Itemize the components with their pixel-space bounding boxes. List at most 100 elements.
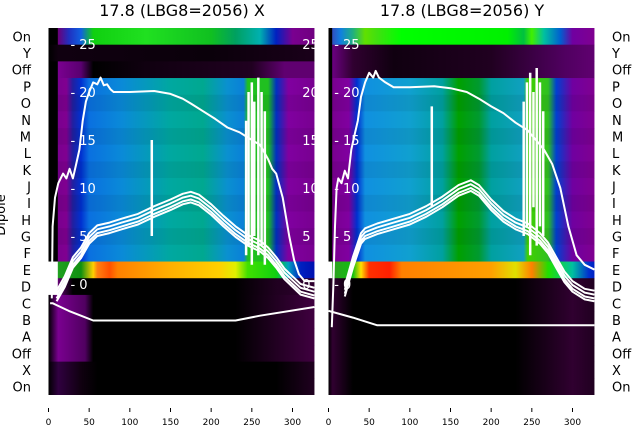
overlay-y-tick-right: 25	[302, 38, 319, 53]
line-bump	[343, 187, 595, 300]
row-label-right: Y	[611, 47, 620, 62]
panel-title-y: 17.8 (LBG8=2056) Y	[380, 1, 545, 20]
overlay-y-tick-right: 10	[302, 182, 319, 197]
row-label-left: On	[13, 381, 31, 396]
heatmap-row-a	[48, 328, 315, 346]
heatmap-row-n	[328, 111, 595, 129]
row-label-right: N	[612, 114, 622, 129]
heatmap-row-l	[328, 144, 595, 162]
heatmap-row-x	[328, 361, 595, 379]
x-tick-label: 0	[46, 418, 52, 428]
row-label-right: On	[612, 30, 630, 45]
heatmap-row-off	[328, 61, 595, 79]
x-tick-label: 50	[83, 418, 95, 428]
overlay-y-tick: - 10	[70, 182, 95, 197]
overlay-y-tick: - 5	[334, 230, 351, 245]
heatmap-row-x	[48, 361, 315, 379]
x-tick-label: 100	[401, 418, 418, 428]
row-label-left: M	[20, 130, 31, 145]
heatmap-row-h	[48, 211, 315, 229]
heatmap-row-on	[328, 28, 595, 46]
row-label-left: D	[21, 281, 31, 296]
overlay-y-tick: - 10	[334, 182, 359, 197]
heatmap-row-shade	[328, 128, 595, 145]
row-label-right: On	[612, 381, 630, 396]
row-label-right: H	[612, 214, 622, 229]
overlay-y-tick-right: 5	[302, 230, 310, 245]
heatmap-row-f	[48, 244, 315, 263]
heatmap-row-c	[48, 294, 315, 313]
y-axis-label: Dipole	[0, 194, 9, 235]
row-label-right: K	[612, 164, 621, 179]
heatmap-row-a	[328, 328, 595, 346]
row-label-left: I	[27, 197, 31, 212]
line-lower	[328, 309, 595, 327]
line-envelope	[330, 69, 595, 328]
row-label-left: L	[24, 147, 32, 162]
row-label-left: Off	[12, 64, 32, 79]
line-bump	[343, 183, 595, 296]
heatmap-row-d	[328, 278, 595, 296]
line-bump	[55, 198, 315, 299]
heatmap-row-on	[48, 378, 315, 395]
panel-title-x: 17.8 (LBG8=2056) X	[99, 1, 265, 20]
x-tick-label: 50	[363, 418, 375, 428]
row-label-right: C	[612, 297, 621, 312]
line-bump	[55, 194, 315, 296]
panel-0: - 0 0- 5 5- 10 10- 15 15- 20 20- 25 25	[48, 28, 319, 395]
row-label-right: G	[612, 231, 622, 246]
overlay-y-tick: - 20	[70, 86, 95, 101]
heatmap-row-shade	[328, 194, 595, 212]
row-label-left: O	[21, 97, 31, 112]
x-tick-label: 250	[523, 418, 540, 428]
overlay-y-tick: - 15	[334, 134, 359, 149]
row-label-right: A	[612, 331, 621, 346]
overlay-y-tick: - 0	[70, 278, 87, 293]
overlay-y-tick-right: 15	[302, 134, 319, 149]
overlay-y-tick: - 25	[334, 38, 359, 53]
line-bump	[343, 179, 595, 292]
heatmap-row-y	[48, 44, 315, 62]
row-label-right: I	[612, 197, 616, 212]
row-label-right: F	[612, 247, 619, 262]
heatmap-row-p	[328, 78, 595, 96]
row-label-left: P	[23, 80, 31, 95]
row-label-right: O	[612, 97, 622, 112]
heatmap-row-on	[48, 28, 315, 46]
line-bump	[55, 201, 315, 302]
heatmap-row-e	[48, 261, 315, 279]
x-tick-label: 150	[442, 418, 459, 428]
x-tick-label: 100	[121, 418, 138, 428]
line-bump	[55, 190, 315, 292]
overlay-y-tick: - 5	[70, 230, 87, 245]
row-label-right: X	[612, 364, 621, 379]
heatmap-row-shade	[48, 161, 315, 179]
overlay-y-tick: - 15	[70, 134, 95, 149]
heatmap-row-n	[48, 111, 315, 129]
heatmap-row-p	[48, 78, 315, 96]
row-label-left: Off	[12, 347, 32, 362]
heatmap-row-off	[48, 344, 315, 363]
heatmap-row-on	[328, 378, 595, 395]
x-tick-label: 200	[203, 418, 220, 428]
heatmap-row-d	[48, 278, 315, 296]
row-label-right: J	[611, 180, 616, 195]
x-tick-label: 250	[243, 418, 260, 428]
heatmap-row-e	[328, 261, 595, 279]
line-lower	[50, 302, 315, 322]
heatmap-row-y	[328, 44, 595, 62]
row-label-left: C	[22, 297, 31, 312]
row-label-right: E	[612, 264, 620, 279]
row-label-right: Off	[612, 64, 632, 79]
x-tick-label: 300	[284, 418, 301, 428]
row-label-left: F	[24, 247, 31, 262]
row-label-right: L	[612, 147, 620, 162]
x-tick-label: 200	[483, 418, 500, 428]
row-label-left: E	[23, 264, 31, 279]
heatmap-row-f	[328, 244, 595, 263]
row-label-left: J	[26, 180, 31, 195]
row-label-left: X	[22, 364, 31, 379]
row-label-right: B	[612, 314, 621, 329]
line-envelope	[50, 76, 315, 299]
